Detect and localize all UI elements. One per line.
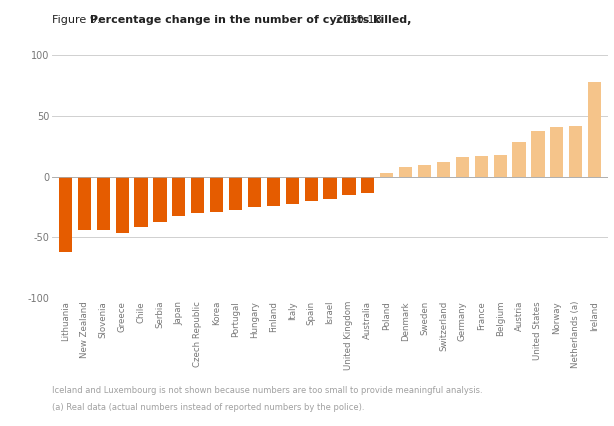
Bar — [324, 177, 336, 199]
Text: Percentage change in the number of cyclists killed,: Percentage change in the number of cycli… — [90, 15, 411, 25]
Bar — [172, 177, 185, 216]
Bar — [343, 177, 356, 195]
Bar — [418, 164, 431, 177]
Bar — [475, 156, 488, 177]
Bar — [191, 177, 204, 213]
Bar — [569, 126, 582, 177]
Bar — [361, 177, 375, 193]
Text: Iceland and Luxembourg is not shown because numbers are too small to provide mea: Iceland and Luxembourg is not shown beca… — [52, 386, 483, 394]
Bar — [134, 177, 147, 227]
Bar — [210, 177, 223, 212]
Bar — [305, 177, 317, 201]
Bar — [59, 177, 72, 252]
Bar — [399, 167, 412, 177]
Bar — [248, 177, 261, 207]
Bar — [513, 141, 526, 177]
Bar — [229, 177, 242, 210]
Bar — [588, 82, 601, 177]
Bar — [96, 177, 110, 230]
Text: 2010-18: 2010-18 — [332, 15, 381, 25]
Text: Figure 9.: Figure 9. — [52, 15, 104, 25]
Bar — [78, 177, 91, 230]
Bar — [437, 162, 450, 177]
Bar — [286, 177, 299, 204]
Bar — [494, 155, 507, 177]
Bar — [531, 131, 545, 177]
Bar — [115, 177, 129, 233]
Bar — [380, 173, 394, 177]
Bar — [266, 177, 280, 206]
Bar — [550, 127, 564, 177]
Bar — [154, 177, 166, 222]
Bar — [456, 157, 469, 177]
Text: (a) Real data (actual numbers instead of reported numbers by the police).: (a) Real data (actual numbers instead of… — [52, 403, 365, 412]
